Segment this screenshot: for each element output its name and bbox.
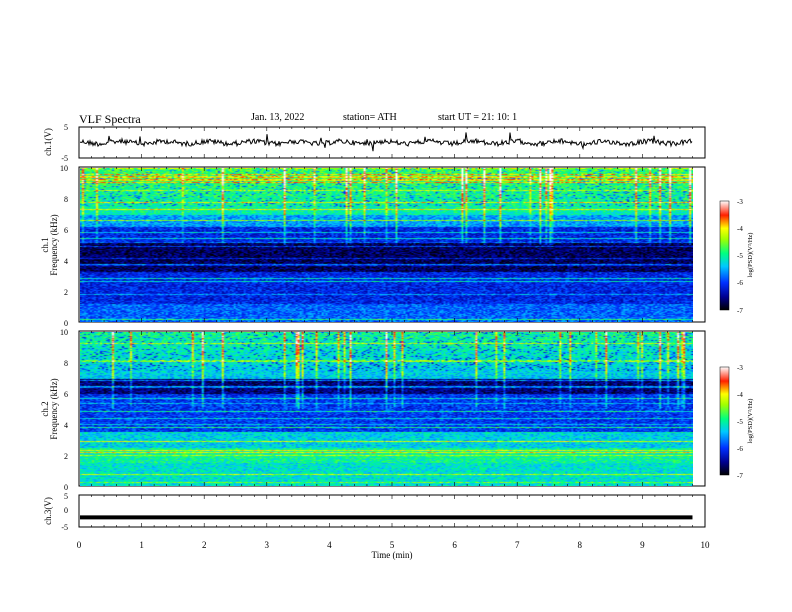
time-tick-label-5: 5 <box>390 540 395 550</box>
ch2-ytick-4: 4 <box>64 421 68 430</box>
ch2-ylabel-channel: ch.2 <box>40 401 50 416</box>
ch2-ytick-0: 0 <box>64 483 68 492</box>
ch3-waveform-frame <box>78 494 706 528</box>
ch1-ytick-2: 2 <box>64 288 68 297</box>
ch1-ytick-5: 5 <box>64 123 68 132</box>
ch2-cb-tick-3: -3 <box>737 364 743 372</box>
ch2-colorbar-gradient <box>719 366 730 476</box>
ch1-ylabel-channel: ch.1 <box>40 237 50 252</box>
ch2-spectrogram-image <box>80 332 693 486</box>
ch1-ylabel-frequency: Frequency (kHz) <box>49 214 59 275</box>
axis-tick-marks <box>78 127 706 527</box>
ch3-ylabel: ch.3(V) <box>43 497 53 525</box>
ch2-ytick-2: 2 <box>64 452 68 461</box>
ch2-ytick-6: 6 <box>64 390 68 399</box>
time-axis-tick-labels: 0 1 2 3 4 5 6 7 8 9 10 <box>77 540 710 550</box>
ch1-colorbar-gradient <box>719 200 730 311</box>
ch2-cb-tick-7: -7 <box>737 472 743 480</box>
ch2-cb-tick-4: -4 <box>737 391 743 399</box>
date-label: Jan. 13, 2022 <box>251 112 305 123</box>
ch3-ytick-0: 0 <box>64 506 68 515</box>
ch1-ytick-8: 8 <box>64 195 68 204</box>
ch1-cb-tick-4: -4 <box>737 225 743 233</box>
ch1-cb-tick-6: -6 <box>737 279 743 287</box>
ch1-ytick-0: 0 <box>64 319 68 328</box>
time-tick-label-0: 0 <box>77 540 82 550</box>
ch2-cb-tick-5: -5 <box>737 418 743 426</box>
ch1-colorbar-label: log(PSD)(V²/Hz) <box>747 233 754 278</box>
ch1-cb-tick-5: -5 <box>737 252 743 260</box>
plot-title: VLF Spectra <box>79 112 141 126</box>
station-label: station= ATH <box>343 112 397 123</box>
ch3-ytick-5: 5 <box>64 492 68 501</box>
ch1-ytick-6: 6 <box>64 226 68 235</box>
time-tick-label-6: 6 <box>452 540 457 550</box>
ch3-waveform-panel: 5 0 -5 ch.3(V) <box>43 492 706 532</box>
time-tick-label-9: 9 <box>640 540 645 550</box>
ch2-ylabel-frequency: Frequency (kHz) <box>49 378 59 439</box>
ch2-cb-tick-6: -6 <box>737 445 743 453</box>
ch1-spectrogram-image <box>80 168 693 322</box>
time-tick-label-4: 4 <box>327 540 332 550</box>
ch2-spectrogram-panel: 0 2 4 6 8 10 ch.2 Frequency (kHz) <box>40 328 706 492</box>
time-tick-label-7: 7 <box>515 540 520 550</box>
time-axis-label: Time (min) <box>372 550 413 560</box>
ch1-ylabel: ch.1(V) <box>43 128 53 156</box>
ch1-spectrogram-panel: 0 2 4 6 8 10 ch.1 Frequency (kHz) <box>40 164 706 328</box>
time-tick-label-1: 1 <box>139 540 144 550</box>
time-tick-label-2: 2 <box>202 540 207 550</box>
time-tick-label-10: 10 <box>701 540 711 550</box>
ch1-waveform-panel: 5 -5 ch.1(V) <box>43 123 706 163</box>
ch1-ytick-neg5: -5 <box>61 154 68 163</box>
ch2-ytick-10: 10 <box>60 328 68 337</box>
ch1-waveform-line <box>80 132 693 152</box>
start-time-label: start UT = 21: 10: 1 <box>438 112 518 123</box>
ch1-colorbar: -3 -4 -5 -6 -7 log(PSD)(V²/Hz) <box>719 198 754 315</box>
ch1-cb-tick-3: -3 <box>737 198 743 206</box>
ch2-colorbar: -3 -4 -5 -6 -7 log(PSD)(V²/Hz) <box>719 364 754 480</box>
ch1-ytick-10: 10 <box>60 164 68 173</box>
ch1-cb-tick-7: -7 <box>737 307 743 315</box>
ch3-ytick-neg5: -5 <box>61 523 68 532</box>
time-tick-label-8: 8 <box>578 540 583 550</box>
time-tick-label-3: 3 <box>265 540 270 550</box>
ch2-colorbar-label: log(PSD)(V²/Hz) <box>747 399 754 444</box>
ch2-ytick-8: 8 <box>64 359 68 368</box>
ch1-ytick-4: 4 <box>64 257 68 266</box>
